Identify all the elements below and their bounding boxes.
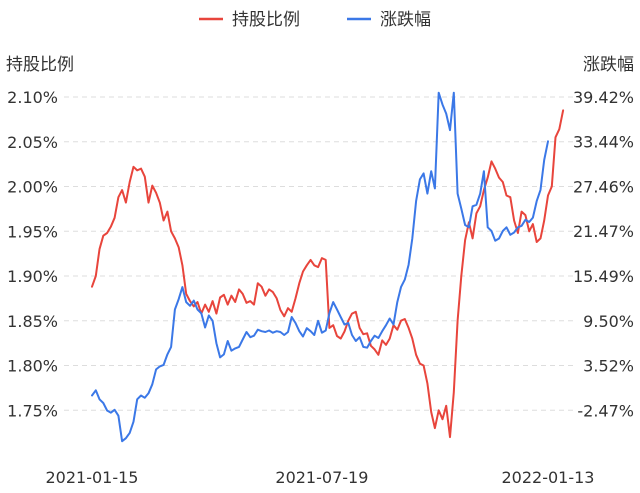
y-left-axis-title: 持股比例 — [6, 55, 74, 75]
x-tick-label: 2022-01-13 — [502, 468, 595, 487]
y-left-tick-label: 1.85% — [7, 312, 58, 331]
y-left-tick-label: 1.75% — [7, 401, 58, 420]
x-tick-label: 2021-07-19 — [275, 468, 368, 487]
y-left-tick-labels: 2.10% 2.05% 2.00% 1.95% 1.90% 1.85% 1.80% 1.75% — [7, 88, 58, 420]
series-line-shareholding[interactable] — [91, 109, 565, 439]
legend: 持股比例 涨跌幅 — [199, 10, 431, 30]
y-left-tick-label: 2.00% — [7, 178, 58, 197]
grid-lines — [64, 96, 576, 411]
y-right-tick-label: 9.50% — [583, 312, 634, 331]
y-left-tick-label: 1.90% — [7, 267, 58, 286]
legend-item-shareholding[interactable]: 持股比例 — [199, 10, 300, 30]
y-right-tick-label: -2.47% — [577, 401, 634, 420]
legend-label-shareholding: 持股比例 — [232, 10, 300, 30]
x-tick-label: 2021-01-15 — [46, 468, 139, 487]
y-left-tick-label: 1.95% — [7, 222, 58, 241]
y-left-tick-label: 2.05% — [7, 133, 58, 152]
y-right-tick-label: 15.49% — [573, 267, 634, 286]
y-right-tick-label: 3.52% — [583, 356, 634, 375]
legend-label-change: 涨跌幅 — [380, 10, 431, 30]
y-right-tick-label: 39.42% — [573, 88, 634, 107]
y-left-tick-label: 1.80% — [7, 357, 58, 376]
y-right-tick-label: 21.47% — [573, 222, 634, 241]
y-left-tick-label: 2.10% — [7, 88, 58, 107]
legend-item-change[interactable]: 涨跌幅 — [347, 10, 431, 30]
x-tick-labels: 2021-01-15 2021-07-19 2022-01-13 — [46, 468, 595, 487]
series-layer — [91, 91, 565, 443]
series-line-change[interactable] — [91, 91, 549, 443]
y-right-tick-labels: 39.42% 33.44% 27.46% 21.47% 15.49% 9.50% 3.52%… — [573, 88, 634, 420]
y-right-tick-label: 27.46% — [573, 177, 634, 196]
y-right-tick-label: 33.44% — [573, 133, 634, 152]
y-right-axis-title: 涨跌幅 — [583, 55, 634, 75]
